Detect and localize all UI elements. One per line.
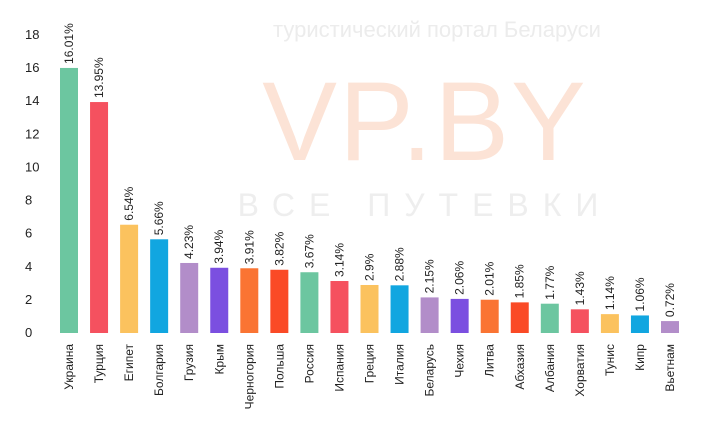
x-tick-label: Италия (393, 344, 407, 385)
data-label: 4.23% (182, 225, 196, 259)
bar-3 (120, 224, 139, 333)
y-tick-label: 6 (25, 226, 32, 241)
bar-2 (90, 102, 109, 333)
data-label: 13.95% (92, 57, 106, 98)
bar-12 (390, 285, 409, 333)
data-label: 3.94% (212, 229, 226, 263)
x-tick-label: Хорватия (573, 344, 587, 397)
x-tick-label: Кипр (633, 344, 647, 371)
data-label: 2.88% (393, 247, 407, 281)
x-tick-label: Турция (92, 344, 106, 383)
x-tick-label: Абхазия (513, 344, 527, 390)
y-tick-label: 10 (25, 159, 39, 174)
data-label: 2.01% (483, 261, 497, 295)
y-tick-label: 18 (25, 27, 39, 42)
y-tick-label: 4 (25, 259, 32, 274)
bar-18 (570, 309, 589, 333)
data-label: 5.66% (152, 201, 166, 235)
data-label: 3.82% (272, 231, 286, 265)
x-tick-label: Албания (543, 344, 557, 392)
data-label: 2.9% (363, 253, 377, 281)
data-label: 1.43% (573, 271, 587, 305)
x-tick-label: Беларусь (423, 344, 437, 396)
y-tick-label: 2 (25, 292, 32, 307)
x-tick-label: Греция (363, 344, 377, 383)
x-tick-label: Польша (272, 344, 286, 389)
y-tick-label: 14 (25, 93, 39, 108)
bar-11 (360, 284, 379, 333)
bar-10 (330, 281, 349, 333)
watermark: туристический портал Беларуси VP.BY ВСЕ … (238, 17, 613, 223)
data-label: 1.85% (513, 264, 527, 298)
data-label: 1.14% (603, 276, 617, 310)
data-label: 3.91% (242, 230, 256, 264)
data-label: 3.14% (332, 243, 346, 277)
x-tick-label: Вьетнам (663, 344, 677, 392)
y-tick-label: 8 (25, 193, 32, 208)
x-tick-label: Украина (62, 344, 76, 390)
bar-13 (420, 297, 439, 333)
y-tick-label: 16 (25, 60, 39, 75)
bar-16 (510, 302, 529, 333)
x-axis: Украина Турция Египет Болгария Грузия Крым Чер… (62, 344, 677, 410)
watermark-subtitle: ВСЕ ПУТЕВКИ (238, 187, 613, 223)
data-label: 2.15% (423, 259, 437, 293)
bar-15 (480, 299, 499, 333)
bar-7 (240, 268, 259, 333)
y-axis: 0 2 4 6 8 10 12 14 16 18 (25, 27, 39, 340)
data-label: 16.01% (62, 23, 76, 64)
data-label: 2.06% (453, 261, 467, 295)
x-tick-label: Испания (332, 344, 346, 392)
x-tick-label: Крым (212, 344, 226, 375)
x-tick-label: Россия (302, 344, 316, 383)
x-tick-label: Чехия (453, 344, 467, 378)
bar-9 (300, 272, 319, 333)
bars: 16.01% 13.95% 6.54% 5.66% 4.23% 3.94% 3.91% 3.8… (60, 23, 679, 333)
bar-4 (150, 239, 169, 333)
watermark-tagline: туристический портал Беларуси (273, 17, 601, 42)
data-label: 0.72% (663, 283, 677, 317)
x-tick-label: Египет (122, 344, 136, 382)
y-tick-label: 0 (25, 325, 32, 340)
bar-14 (450, 298, 469, 333)
data-label: 1.77% (543, 265, 557, 299)
y-tick-label: 12 (25, 126, 39, 141)
bar-5 (180, 262, 199, 333)
watermark-logo: VP.BY (262, 59, 588, 184)
data-label: 1.06% (633, 277, 647, 311)
bar-6 (210, 267, 229, 333)
bar-1 (60, 67, 78, 333)
x-tick-label: Тунис (603, 344, 617, 376)
bar-8 (270, 269, 289, 333)
x-tick-label: Болгария (152, 344, 166, 396)
bar-21 (661, 321, 679, 333)
x-tick-label: Черногория (242, 344, 256, 409)
bar-20 (630, 315, 649, 333)
x-tick-label: Литва (483, 344, 497, 377)
data-label: 6.54% (122, 186, 136, 220)
x-tick-label: Грузия (182, 344, 196, 381)
bar-19 (600, 314, 619, 333)
data-label: 3.67% (302, 234, 316, 268)
bar-17 (540, 303, 559, 333)
